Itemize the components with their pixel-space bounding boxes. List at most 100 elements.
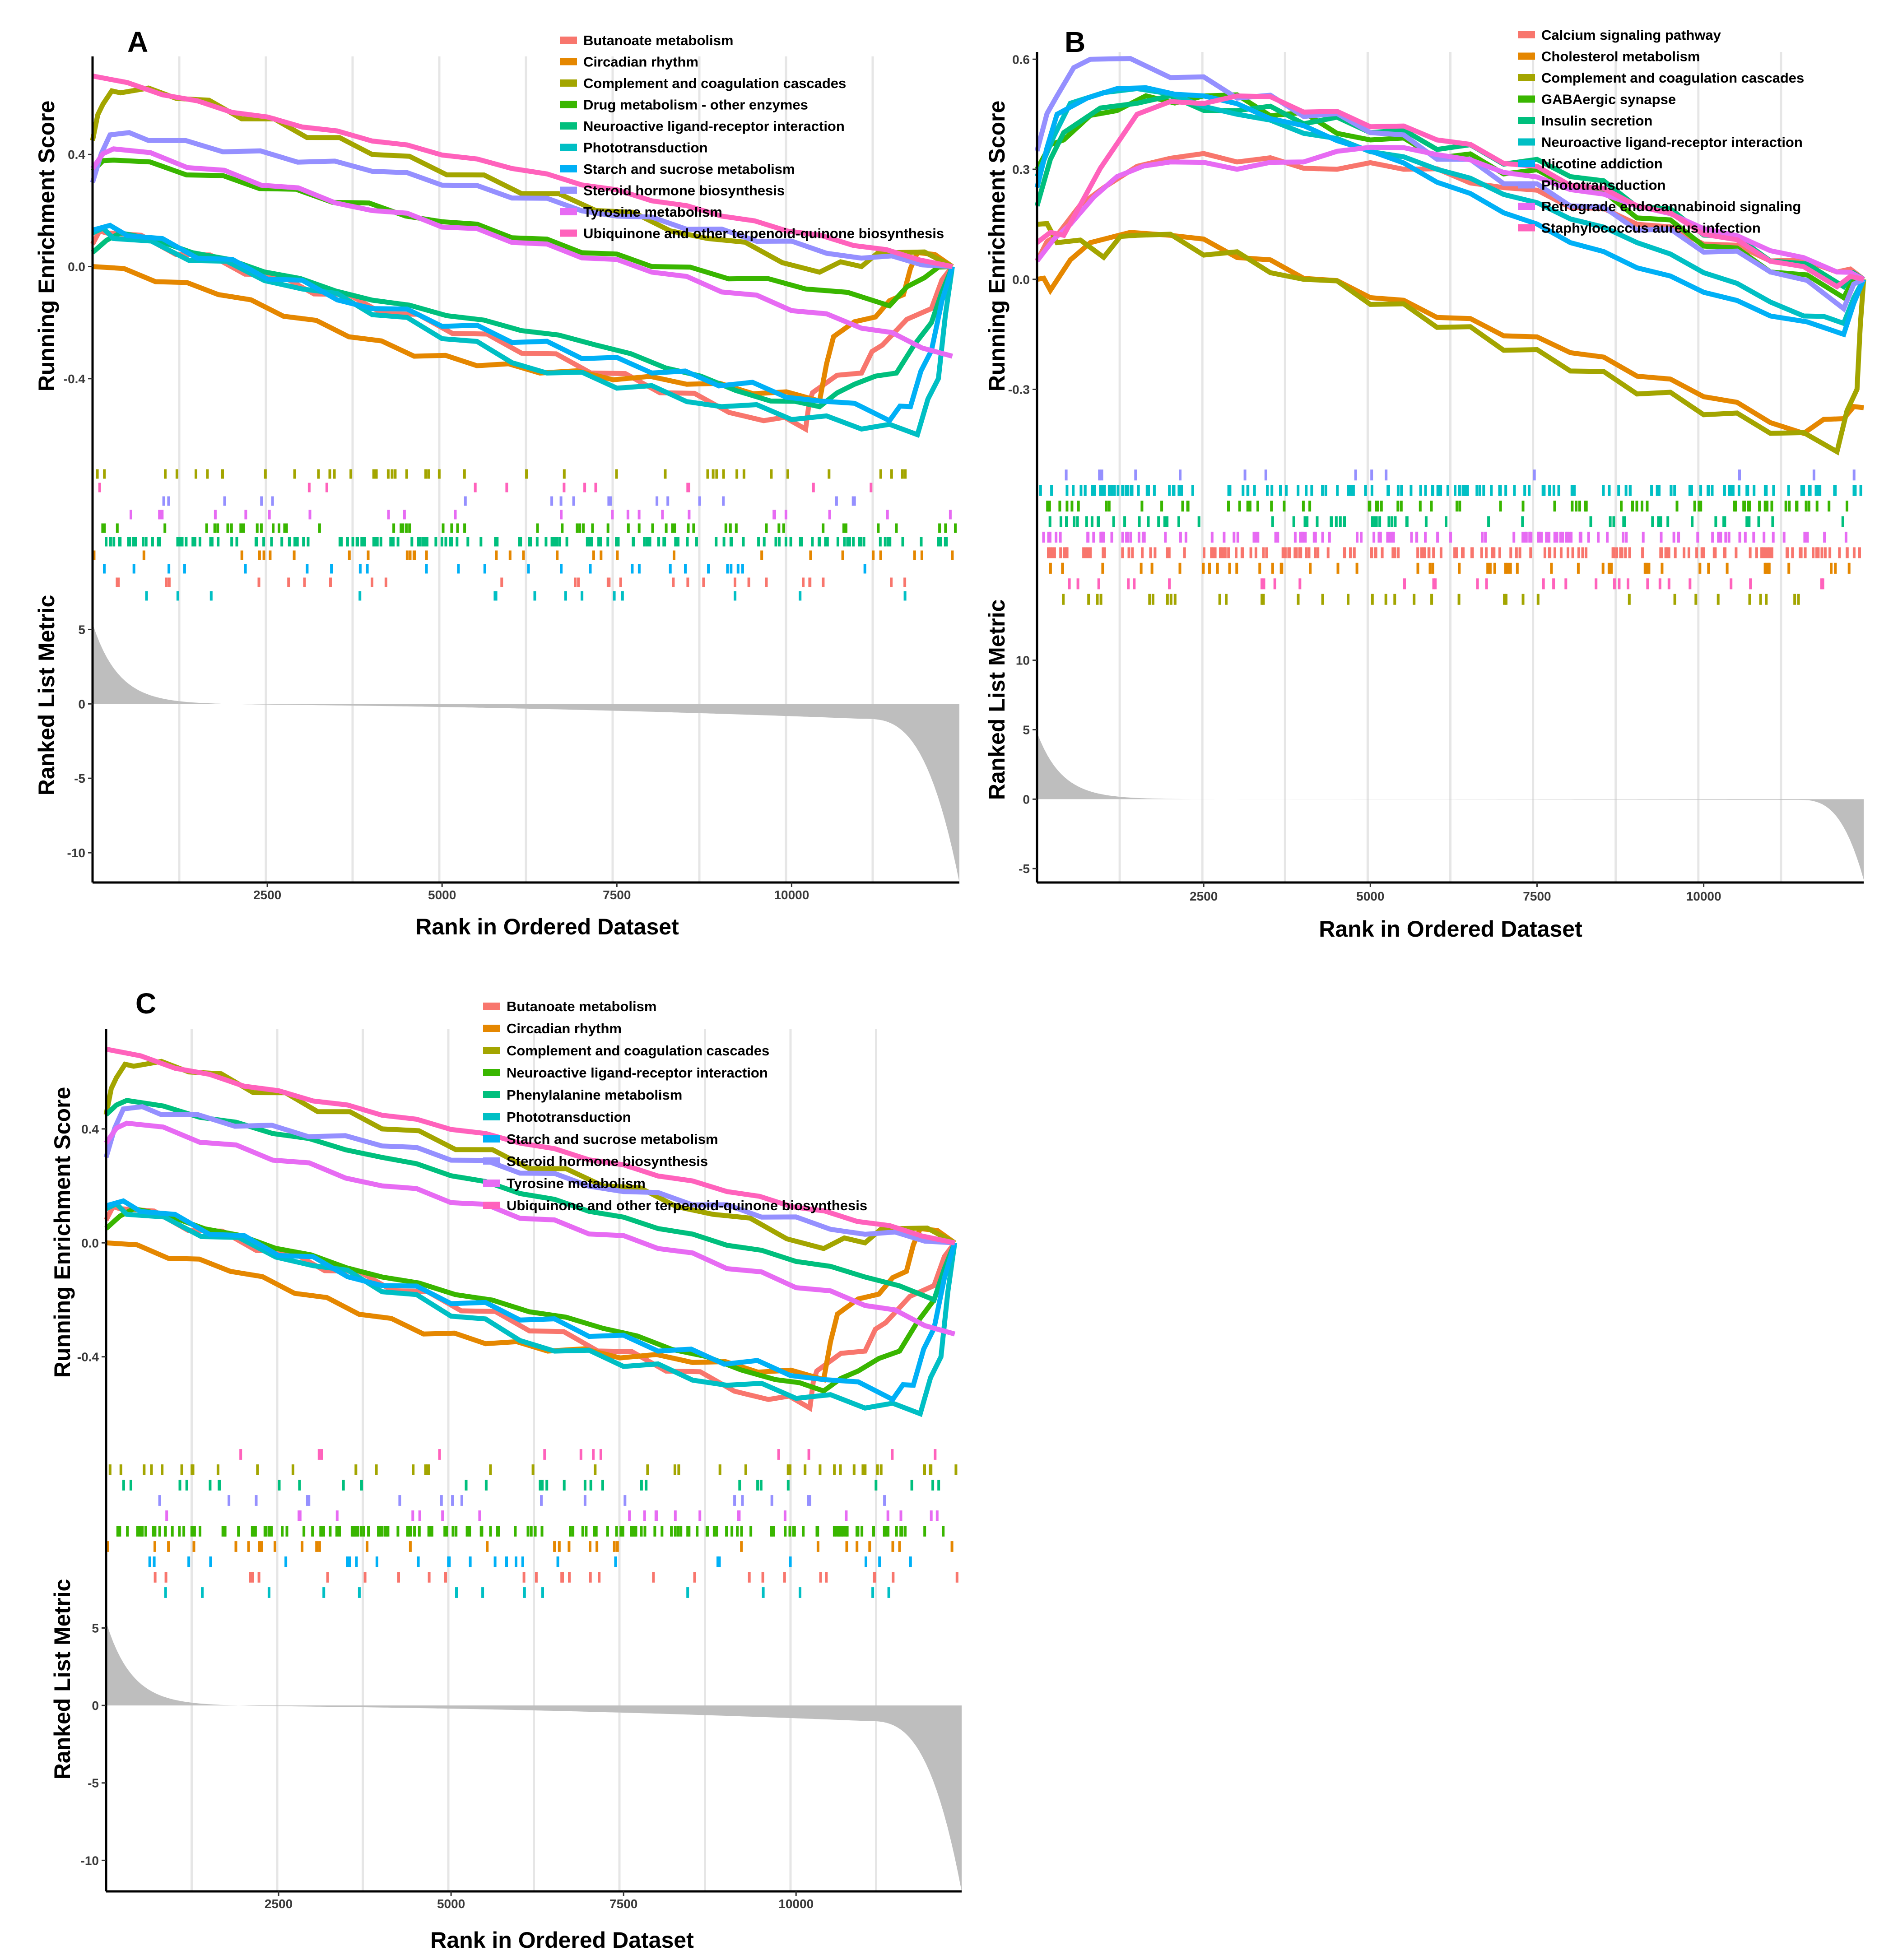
hit-mark [563,1480,566,1491]
hit-mark [1321,531,1324,543]
hit-mark [1607,562,1610,574]
metric-y-tick-label: -10 [67,846,85,860]
hit-mark [1763,531,1766,543]
es-curve [92,73,953,269]
hit-mark [1661,562,1664,574]
hit-mark [1602,485,1605,496]
hit-mark [1112,516,1115,527]
hit-mark [1145,485,1149,496]
hit-mark [1834,485,1837,496]
hit-mark [653,1526,656,1537]
hit-mark [424,469,427,479]
hit-mark [1846,547,1849,558]
hit-mark [1086,531,1089,543]
es-y-axis-title: Running Enrichment Score [34,101,59,392]
hit-mark [465,1526,469,1537]
hit-mark [254,1526,257,1537]
hit-mark [1814,485,1818,496]
hit-mark [1747,501,1750,512]
hit-mark [494,591,498,601]
hit-mark [1689,578,1692,590]
hit-mark [130,510,132,520]
hit-mark [784,1526,787,1537]
hit-mark [441,1510,444,1521]
hit-mark [409,1541,412,1552]
hit-mark [842,523,845,533]
hit-mark [718,1556,721,1567]
hit-mark [484,1480,488,1491]
hit-mark [1107,501,1111,512]
hit-mark [1453,547,1456,558]
hit-mark [1631,501,1634,512]
hit-mark [1423,547,1426,558]
legend-label: Starch and sucrose metabolism [583,161,795,177]
hit-mark [1620,501,1623,512]
hit-mark [1287,547,1290,558]
hit-mark [171,1526,174,1537]
hit-mark [306,564,309,574]
hit-mark [237,1526,240,1537]
hit-mark [148,1556,151,1567]
hit-mark [1815,501,1819,512]
hit-mark [384,1526,387,1537]
hit-mark [1554,547,1556,558]
hit-mark [722,469,725,479]
hit-mark [738,1480,741,1491]
hit-mark [1537,531,1540,543]
hit-mark [1068,578,1071,590]
hit-mark [303,577,306,587]
hit-mark [1757,516,1760,527]
hit-mark [280,537,284,547]
hit-mark [1240,547,1243,558]
hit-mark [1236,531,1239,543]
hit-mark [330,564,333,574]
hit-mark [688,510,691,520]
hit-mark [864,1464,867,1475]
hit-mark [1577,547,1580,558]
hit-mark [1730,485,1733,496]
legend-swatch [560,186,577,194]
hit-mark [1116,485,1120,496]
hit-mark [455,1587,458,1598]
hit-mark [1179,531,1182,543]
hit-mark [757,537,760,547]
hit-mark [595,1526,598,1537]
hit-mark [1808,485,1811,496]
hit-mark [1048,516,1051,527]
hit-mark [116,1526,120,1537]
hit-mark [234,1541,237,1552]
hit-mark [379,537,382,547]
hit-mark [1711,531,1714,543]
hit-mark [1284,547,1287,558]
hit-mark [1820,547,1824,558]
hit-mark [161,1464,164,1475]
hit-mark [1615,547,1619,558]
legend-swatch [483,1180,500,1187]
hit-mark [247,1541,250,1552]
legend-label: Steroid hormone biosynthesis [583,183,785,199]
hit-mark [606,1526,609,1537]
hit-mark [1521,594,1525,605]
hit-mark [1541,485,1544,496]
hit-mark [945,537,948,547]
hit-mark [646,537,649,547]
hit-mark [1121,485,1125,496]
hit-mark [325,483,328,492]
hit-mark [1622,516,1625,527]
hit-mark [167,1541,170,1552]
hit-mark [615,469,618,479]
hit-mark [1695,547,1698,558]
hit-mark [384,577,387,587]
hit-mark [1248,501,1251,512]
hit-mark [673,550,675,560]
hit-mark [652,1572,655,1583]
hit-mark [1150,562,1154,574]
hit-mark [598,1572,601,1583]
hit-mark [209,1480,212,1491]
hit-mark [375,1464,378,1475]
legend-label: Calcium signaling pathway [1541,27,1721,43]
hit-mark [101,523,104,533]
hit-mark [1548,485,1551,496]
hit-mark [1087,594,1090,605]
hit-mark [445,1526,448,1537]
